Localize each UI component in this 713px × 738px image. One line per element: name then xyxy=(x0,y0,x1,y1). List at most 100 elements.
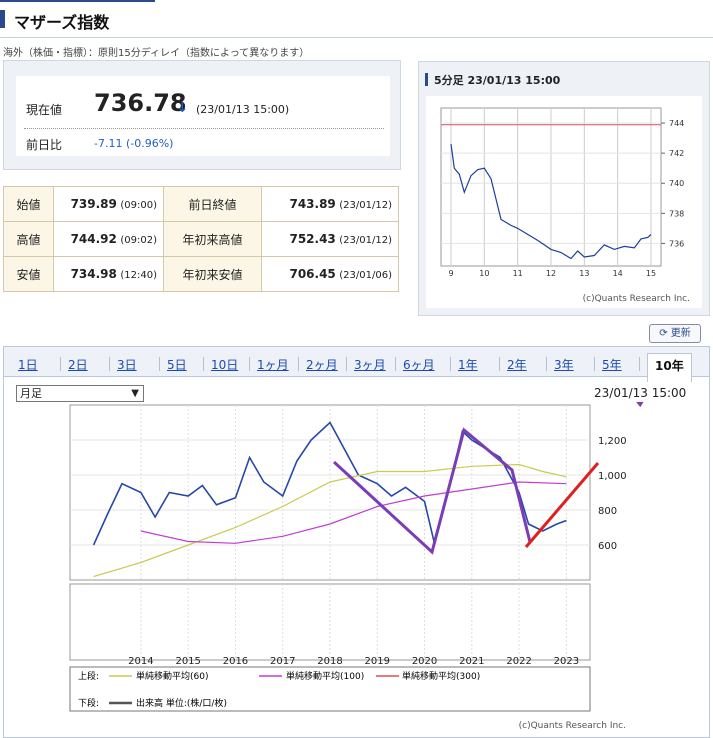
intraday-x-tick: 14 xyxy=(613,269,623,278)
tab-1年[interactable]: 1年 xyxy=(458,358,478,372)
refresh-button[interactable]: ⟳ 更新 xyxy=(649,324,701,343)
change-label: 前日比 xyxy=(26,138,63,152)
intraday-y-tick: 736 xyxy=(669,239,684,248)
stat-label: 年初来安値 xyxy=(163,256,262,292)
main-y-tick: 600 xyxy=(598,541,617,552)
price-timestamp: (23/01/13 15:00) xyxy=(196,103,290,116)
intraday-x-tick: 9 xyxy=(448,269,453,278)
main-x-tick: 2017 xyxy=(270,656,295,667)
tab-2年[interactable]: 2年 xyxy=(507,358,527,372)
main-y-tick: 800 xyxy=(598,506,617,517)
main-x-tick: 2015 xyxy=(175,656,200,667)
intraday-x-tick: 13 xyxy=(579,269,589,278)
intraday-chart-panel: 5分足 23/01/13 15:00 9 10 11 12 13 14 15 736 738 7… xyxy=(418,61,710,316)
main-x-tick: 2021 xyxy=(459,656,484,667)
current-price-label: 現在値 xyxy=(26,103,63,117)
tab-separator xyxy=(203,357,204,371)
intraday-y-tick: 744 xyxy=(669,119,684,128)
intraday-credit: (c)Quants Research Inc. xyxy=(583,294,690,304)
change-value: -7.11 (-0.96%) xyxy=(94,137,174,150)
intraday-y-tick: 742 xyxy=(669,149,684,158)
intraday-x-tick: 15 xyxy=(646,269,656,278)
legend-box xyxy=(69,666,591,712)
annotation-purple-stroke xyxy=(332,427,532,555)
annotation-red-stroke xyxy=(524,462,600,548)
intraday-x-tick: 10 xyxy=(479,269,489,278)
table-row: 始値 739.89 (09:00) 前日終値 743.89 (23/01/12) xyxy=(3,186,399,222)
tab-separator xyxy=(499,357,500,371)
legend-upper-label: 上段: xyxy=(78,670,99,682)
intraday-x-tick: 12 xyxy=(546,269,556,278)
intraday-title: 5分足 23/01/13 15:00 xyxy=(434,74,561,87)
intraday-y-tick: 738 xyxy=(669,209,684,218)
title-accent xyxy=(0,10,5,28)
tab-10日[interactable]: 10日 xyxy=(211,358,239,372)
long-term-chart-panel: 1日 2日 3日 5日 10日 1ヶ月 2ヶ月 3ヶ月 6ヶ月 1年 2年 3年 5年 10年 月足 ▼ … xyxy=(3,346,710,738)
stat-label: 前日終値 xyxy=(163,186,262,222)
tab-3年[interactable]: 3年 xyxy=(554,358,574,372)
tab-10年[interactable]: 10年 xyxy=(647,353,692,382)
stat-value: 706.45 (23/01/06) xyxy=(261,256,399,292)
period-select[interactable]: 月足 ▼ xyxy=(16,385,144,402)
period-select-value: 月足 xyxy=(20,387,42,400)
intraday-chart-area[interactable]: 9 10 11 12 13 14 15 736 738 740 742 744 (c)Quants … xyxy=(426,96,702,308)
series-line-ma60 xyxy=(93,463,567,578)
legend-ma60: 単純移動平均(60) xyxy=(136,670,208,682)
price-divider xyxy=(24,128,384,129)
legend-volume: 出来高 単位:(株/口/枚) xyxy=(136,697,227,709)
legend-ma100: 単純移動平均(100) xyxy=(286,670,364,682)
tab-6ヶ月[interactable]: 6ヶ月 xyxy=(403,358,435,372)
stats-table: 始値 739.89 (09:00) 前日終値 743.89 (23/01/12)… xyxy=(3,186,399,292)
stat-label: 安値 xyxy=(3,256,54,292)
intraday-title-accent xyxy=(425,73,428,86)
intraday-x-tick: 11 xyxy=(513,269,523,278)
intraday-chart: 9 10 11 12 13 14 15 736 738 740 742 744 (c)Quants … xyxy=(440,107,690,304)
tab-separator xyxy=(249,357,250,371)
tab-3ヶ月[interactable]: 3ヶ月 xyxy=(354,358,386,372)
tab-5年[interactable]: 5年 xyxy=(602,358,622,372)
title-divider xyxy=(0,37,713,38)
main-x-tick: 2023 xyxy=(554,656,579,667)
tab-3日[interactable]: 3日 xyxy=(117,358,137,372)
main-y-tick: 1,200 xyxy=(598,436,627,447)
tab-5日[interactable]: 5日 xyxy=(167,358,187,372)
chart-timestamp: 23/01/13 15:00 xyxy=(594,386,687,400)
stat-label: 年初来高値 xyxy=(163,221,262,257)
current-price: 736.78 xyxy=(94,89,187,117)
main-y-tick: 1,000 xyxy=(598,471,627,482)
tab-separator xyxy=(594,357,595,371)
stat-value: 739.89 (09:00) xyxy=(53,186,164,222)
tab-separator xyxy=(109,357,110,371)
intraday-y-tick: 740 xyxy=(669,179,684,188)
tab-separator xyxy=(450,357,451,371)
tab-1ヶ月[interactable]: 1ヶ月 xyxy=(257,358,289,372)
chevron-down-icon: ▼ xyxy=(131,388,139,399)
tab-separator xyxy=(298,357,299,371)
stat-label: 高値 xyxy=(3,221,54,257)
main-x-tick: 2018 xyxy=(317,656,342,667)
delay-note: 海外（株価・指標）：原則15分ディレイ（指数によって異なります） xyxy=(3,48,310,59)
tab-separator xyxy=(639,357,640,371)
main-x-tick: 2016 xyxy=(223,656,248,667)
main-x-tick: 2019 xyxy=(365,656,390,667)
stat-value: 734.98 (12:40) xyxy=(53,256,164,292)
tab-2日[interactable]: 2日 xyxy=(68,358,88,372)
top-accent-line xyxy=(0,0,155,2)
tab-separator xyxy=(346,357,347,371)
stat-value: 752.43 (23/01/12) xyxy=(261,221,399,257)
price-inner: 現在値 736.78 ↓ (23/01/13 15:00) 前日比 -7.11 … xyxy=(16,76,390,156)
intraday-price-line xyxy=(450,144,652,260)
long-term-chart: 2014 2015 2016 2017 2018 2019 2020 2021 2022 2023… xyxy=(69,402,644,731)
table-row: 安値 734.98 (12:40) 年初来安値 706.45 (23/01/06… xyxy=(3,256,399,292)
price-panel: 現在値 736.78 ↓ (23/01/13 15:00) 前日比 -7.11 … xyxy=(3,60,401,170)
tab-separator xyxy=(60,357,61,371)
table-row: 高値 744.92 (09:02) 年初来高値 752.43 (23/01/12… xyxy=(3,221,399,257)
tab-1日[interactable]: 1日 xyxy=(18,358,38,372)
main-x-tick: 2022 xyxy=(506,656,531,667)
refresh-icon: ⟳ xyxy=(659,328,668,339)
tab-separator xyxy=(546,357,547,371)
legend-lower-label: 下段: xyxy=(78,697,99,709)
tab-separator xyxy=(159,357,160,371)
tab-2ヶ月[interactable]: 2ヶ月 xyxy=(306,358,338,372)
chart-credit: (c)Quants Research Inc. xyxy=(519,721,626,731)
